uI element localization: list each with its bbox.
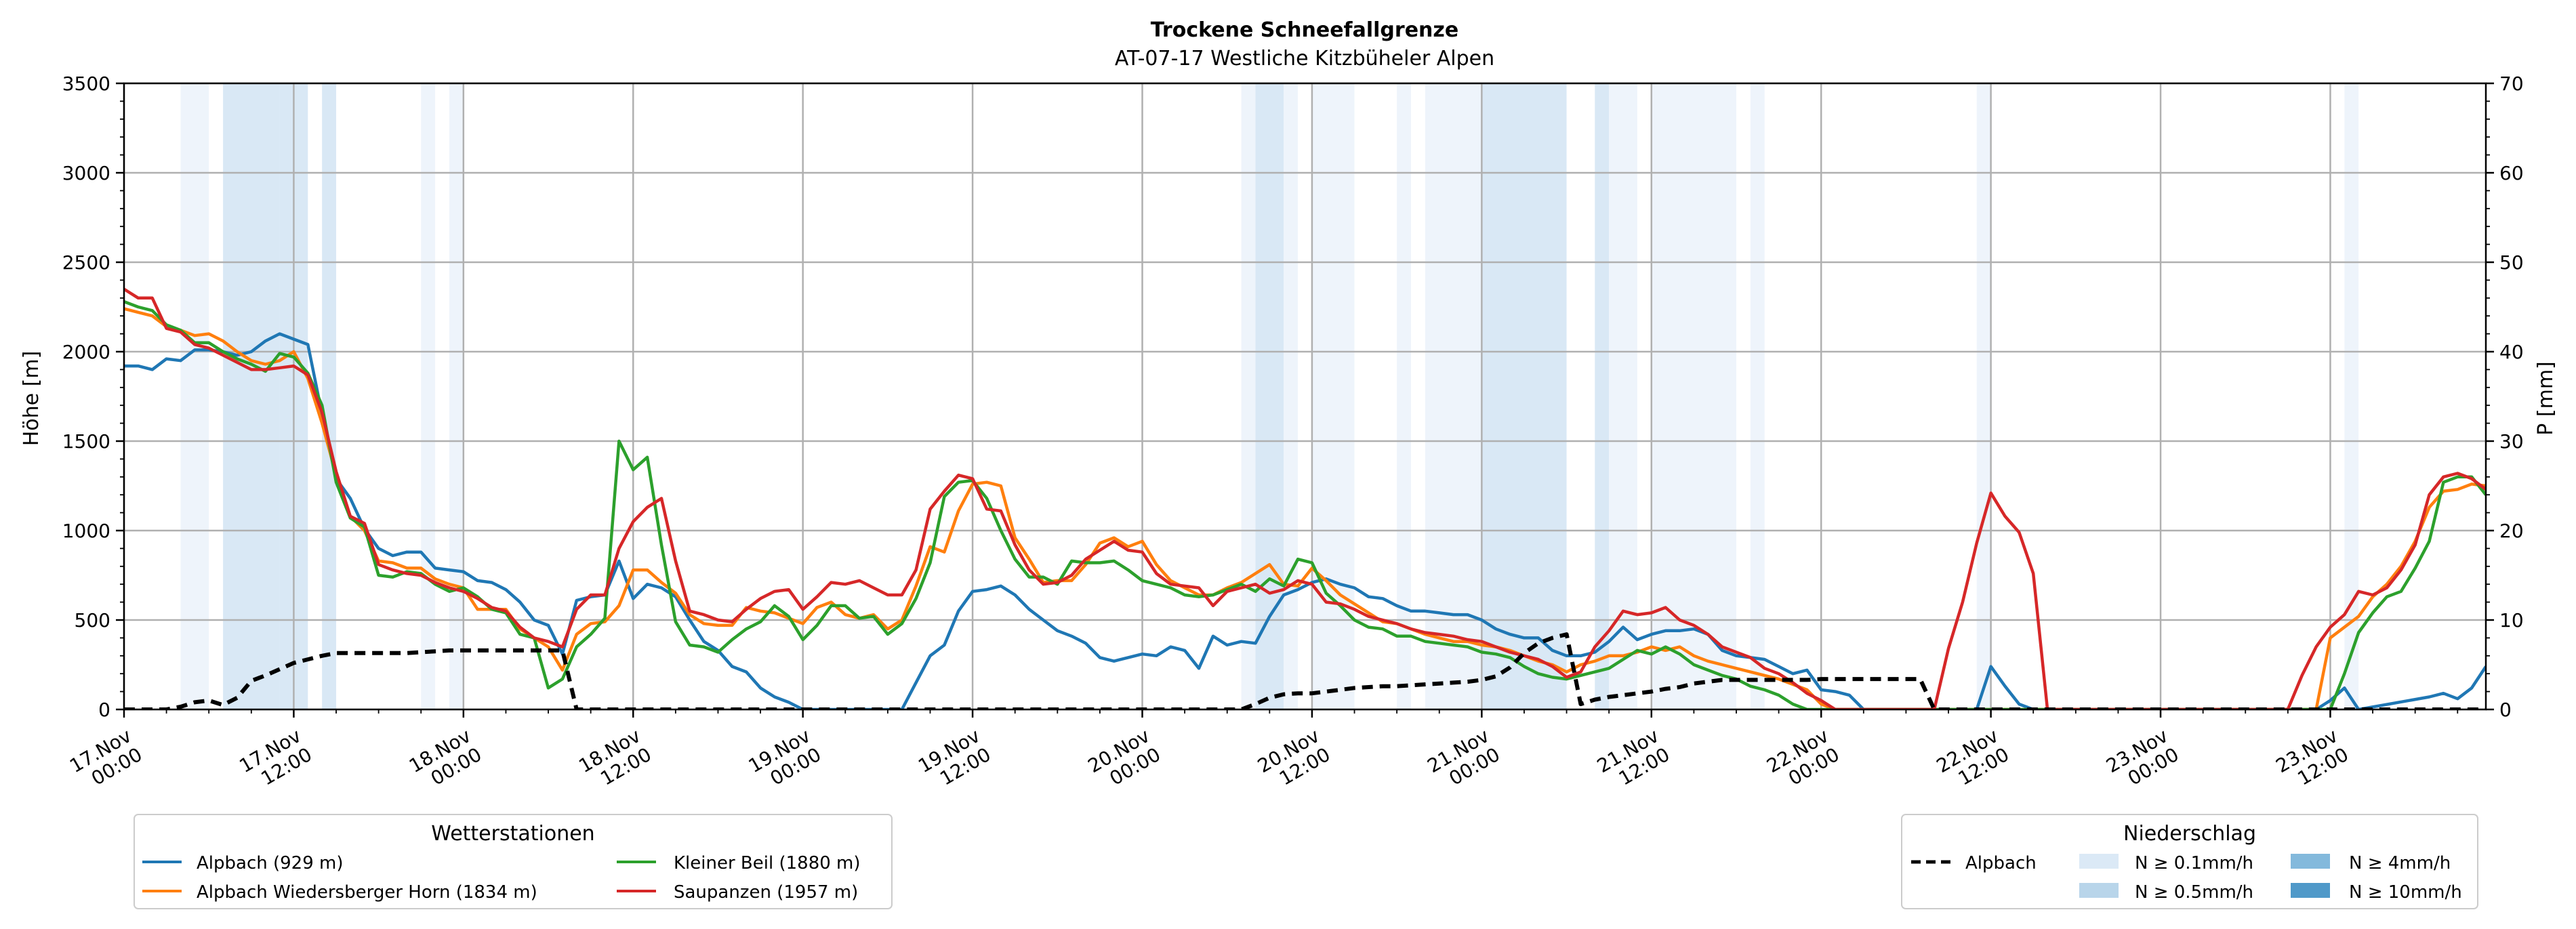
series-line: [124, 307, 2486, 709]
y-tick-label: 3500: [62, 73, 110, 95]
y-axis-label: Höhe [m]: [20, 351, 43, 447]
y-right-tick-label: 0: [2499, 699, 2512, 721]
precip-band: [1595, 83, 1610, 709]
legend-label-wiedersberger-horn: Alpbach Wiedersberger Horn (1834 m): [197, 882, 537, 903]
legend-swatch-10: [2291, 883, 2330, 898]
legend-label-kleiner-beil: Kleiner Beil (1880 m): [674, 853, 861, 873]
legend-stations-title: Wetterstationen: [431, 822, 594, 846]
y-right-tick-label: 40: [2499, 341, 2524, 363]
precip-band: [1750, 83, 1765, 709]
legend-label-0-1: N ≥ 0.1mm/h: [2135, 853, 2253, 873]
precip-band: [421, 83, 436, 709]
y-tick-label: 2500: [62, 251, 110, 274]
precip-band: [1425, 83, 1482, 709]
precip-band: [1241, 83, 1256, 709]
precip-band: [1481, 83, 1567, 709]
y-tick-label: 1000: [62, 520, 110, 542]
precip-band: [1255, 83, 1284, 709]
precip-band: [449, 83, 464, 709]
legend-label-alpbach: Alpbach (929 m): [197, 853, 344, 873]
plot-area: [123, 82, 2486, 711]
y-right-tick-label: 60: [2499, 162, 2524, 184]
legend-precip-frame: [1901, 814, 2478, 909]
legend-swatch-0-1: [2079, 854, 2119, 869]
y-right-tick-label: 50: [2499, 251, 2524, 274]
legend-label-saupanzen: Saupanzen (1957 m): [674, 882, 858, 903]
chart-subtitle: AT-07-17 Westliche Kitzbüheler Alpen: [1115, 47, 1494, 70]
series-line: [124, 632, 2486, 709]
plot-frame: [123, 82, 2487, 711]
y-right-tick-label: 20: [2499, 520, 2524, 542]
chart-title: Trockene Schneefallgrenze: [1151, 18, 1458, 42]
series-line: [124, 287, 2486, 709]
y-tick-label: 0: [98, 699, 110, 721]
legend-label-0-5: N ≥ 0.5mm/h: [2135, 882, 2253, 903]
y-tick-label: 3000: [62, 162, 110, 184]
precip-band: [1609, 83, 1637, 709]
y-axis-label-right: P [mm]: [2534, 361, 2558, 435]
y-right-tick-label: 30: [2499, 430, 2524, 453]
legend-swatch-4: [2291, 854, 2330, 869]
y-tick-label: 2000: [62, 341, 110, 363]
precip-band: [1284, 83, 1299, 709]
legend-precipitation: Niederschlag Alpbach N ≥ 0.1mm/h N ≥ 0.5…: [1901, 814, 2478, 909]
precip-band: [2344, 83, 2359, 709]
legend-swatch-0-5: [2079, 883, 2119, 898]
precip-band: [1651, 83, 1736, 709]
legend-stations-frame: [134, 814, 893, 909]
precip-band: [1397, 83, 1412, 709]
y-right-tick-label: 10: [2499, 609, 2524, 632]
precip-band: [1976, 83, 1991, 709]
legend-label-10: N ≥ 10mm/h: [2349, 882, 2462, 903]
precip-band: [223, 83, 280, 709]
y-right-tick-label: 70: [2499, 73, 2524, 95]
precip-band: [180, 83, 209, 709]
legend-precip-title: Niederschlag: [2123, 822, 2256, 846]
legend-label-alpbach-precip: Alpbach: [1965, 853, 2037, 873]
y-tick-label: 500: [75, 609, 110, 632]
y-tick-label: 1500: [62, 430, 110, 453]
legend-label-4: N ≥ 4mm/h: [2349, 853, 2451, 873]
legend-stations: Wetterstationen Alpbach (929 m) Kleiner …: [134, 814, 893, 909]
precip-band: [322, 83, 337, 709]
